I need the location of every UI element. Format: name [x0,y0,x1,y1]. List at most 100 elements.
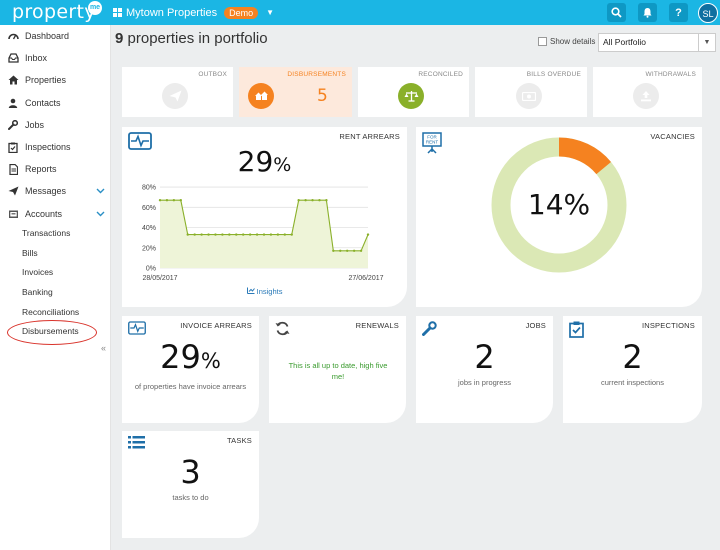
kpi-value: 5 [317,86,328,106]
data-point [297,199,300,202]
kpi-disbursements[interactable]: DISBURSEMENTS 5 [239,67,352,117]
data-point [262,233,266,236]
app-logo[interactable]: property [12,1,96,23]
chevron-down-icon [96,211,105,217]
kpi-outbox[interactable]: OUTBOX [122,67,233,117]
sidebar-item-messages[interactable]: Messages [0,180,111,202]
data-point [221,233,224,236]
rent-arrears-value: 29% [122,145,407,178]
sidebar-subitem-bills[interactable]: Bills [22,248,38,258]
data-point [290,233,293,236]
kpi-label: RECONCILED [418,71,463,78]
sidebar-item-label: Messages [25,186,67,196]
page-title-text: properties in portfolio [127,30,268,47]
jobs-card[interactable]: JOBS 2 jobs in progress [416,316,553,423]
sidebar-subitem-reconciliations[interactable]: Reconciliations [22,307,80,317]
highlight-annotation [7,320,97,345]
tasks-card[interactable]: TASKS 3 tasks to do [122,431,259,538]
data-point [193,233,196,236]
data-point [366,233,370,236]
tasks-value: 3 [180,453,201,491]
collapse-sidebar-button[interactable]: « [101,343,107,353]
inbox-icon [7,52,19,64]
invoice-arrears-number: 29 [160,338,201,376]
sidebar-subitem-invoices[interactable]: Invoices [22,267,54,277]
portfolio-select[interactable]: All Portfolio ▼ [598,33,716,52]
grid-icon [113,8,122,17]
upload-icon [633,83,659,109]
data-point [332,249,335,252]
vacancies-card[interactable]: FOR RENT VACANCIES 14% [416,127,702,307]
kpi-withdrawals[interactable]: WITHDRAWALS [593,67,702,117]
data-point [172,199,176,202]
sidebar-item-label: Reports [25,164,57,174]
insights-link[interactable]: Insights [122,287,407,296]
data-point [311,199,314,202]
pulse-monitor-icon [128,321,146,335]
sidebar-item-inspections[interactable]: Inspections [0,136,111,158]
invoice-arrears-unit: % [200,349,221,373]
svg-text:FOR: FOR [427,135,437,140]
card-title: RENEWALS [355,321,399,330]
sidebar-item-label: Properties [25,75,67,85]
inspections-card[interactable]: INSPECTIONS 2 current inspections [563,316,702,423]
data-point [318,199,321,202]
sidebar-item-inbox[interactable]: Inbox [0,47,111,69]
renewals-message: This is all up to date, high five me! [288,361,388,381]
inspections-subtext: current inspections [601,378,664,387]
jobs-value: 2 [474,338,495,376]
x-end-label: 27/06/2017 [348,275,383,282]
sidebar-item-contacts[interactable]: Contacts [0,92,111,114]
sidebar-item-label: Contacts [25,98,61,108]
insights-link-text: Insights [256,287,283,296]
sidebar-subitem-transactions[interactable]: Transactions [22,228,71,238]
send-icon [7,185,19,197]
sidebar-item-properties[interactable]: Properties [0,69,111,91]
data-point [283,233,286,236]
list-icon [128,436,145,449]
bell-icon [643,8,652,18]
user-avatar[interactable]: SL [698,3,718,23]
sidebar-item-jobs[interactable]: Jobs [0,114,111,136]
card-title: VACANCIES [650,132,695,141]
notifications-button[interactable] [638,3,657,22]
chevron-down-icon [96,188,105,194]
card-title: RENT ARREARS [339,132,400,141]
page-title: 9 properties in portfolio [115,30,268,47]
sidebar-item-reports[interactable]: Reports [0,158,111,180]
rent-area-fill [160,200,368,268]
rent-arrears-unit: % [273,154,292,176]
kpi-bills-overdue[interactable]: BILLS OVERDUE [475,67,587,117]
user-icon [7,97,19,109]
data-point [339,249,342,252]
money-icon [516,83,542,109]
org-name: Mytown Properties [126,6,218,19]
search-button[interactable] [607,3,626,22]
data-point [352,249,356,252]
card-title: TASKS [226,436,252,445]
for-rent-sign-icon: FOR RENT [422,132,442,154]
data-point [235,233,238,236]
help-button[interactable]: ? [669,3,688,22]
paper-plane-icon [162,83,188,109]
scales-icon [398,83,424,109]
kpi-reconciled[interactable]: RECONCILED [358,67,469,117]
rent-arrears-card[interactable]: RENT ARREARS 29% 0% 20% 40% 60% 80% 28/05/201… [122,127,407,307]
data-point [158,199,162,202]
show-details-checkbox[interactable] [538,37,547,46]
renewals-card[interactable]: RENEWALS This is all up to date, high fi… [269,316,406,423]
sidebar-item-label: Inbox [25,53,48,63]
sidebar-subitem-banking[interactable]: Banking [22,287,53,297]
data-point [242,233,245,236]
card-title: INVOICE ARREARS [180,321,252,330]
sidebar-item-accounts[interactable]: Accounts [0,203,111,225]
invoice-arrears-card[interactable]: INVOICE ARREARS 29% of properties have i… [122,316,259,423]
kpi-label: BILLS OVERDUE [526,71,581,78]
demo-badge: Demo [224,6,259,19]
search-icon [611,7,622,18]
sidebar-item-dashboard[interactable]: Dashboard [0,25,111,47]
wrench-icon [7,119,19,131]
chart-icon [246,287,255,294]
org-switcher[interactable]: Mytown Properties Demo ▼ [113,0,274,25]
show-details-toggle[interactable]: Show details [538,37,595,46]
